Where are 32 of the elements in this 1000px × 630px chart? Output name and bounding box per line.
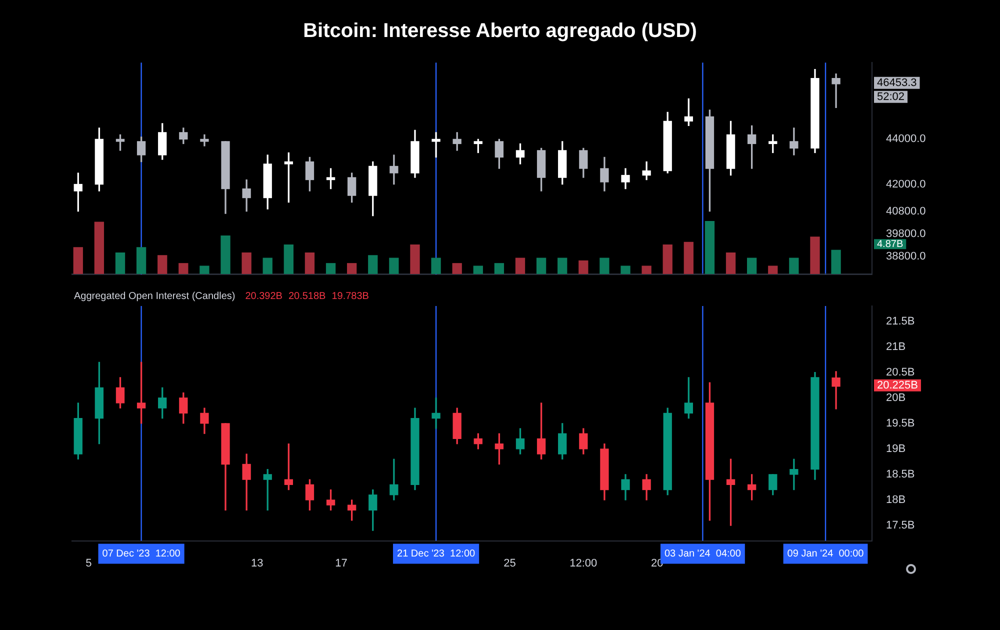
- y-tick-label: 19.5B: [886, 417, 915, 430]
- ref-line-label: 21 Dec '23 12:00: [396, 548, 476, 560]
- y-tick-label: 18.5B: [886, 468, 915, 480]
- y-tick-label: 21.5B: [886, 315, 915, 328]
- y-tick-label: 42000.0: [886, 178, 926, 190]
- y-tick-label: 40800.0: [886, 205, 926, 218]
- y-tick-label: 20B: [886, 392, 906, 404]
- text: 4.87B: [877, 238, 904, 250]
- x-tick-label: 13: [250, 557, 264, 570]
- y-tick-label: 20.5B: [886, 366, 915, 378]
- y-tick-label: 19B: [886, 442, 906, 455]
- x-tick-label: 5: [86, 557, 92, 570]
- y-tick-label: 17.5B: [886, 520, 915, 532]
- text: 20.225B: [877, 379, 918, 392]
- ref-line-label: 09 Jan '24 00:00: [787, 548, 864, 560]
- y-tick-label: 38800.0: [886, 250, 926, 262]
- text: 52:02: [877, 90, 905, 103]
- y-tick-label: 21B: [886, 340, 906, 353]
- y-tick-label: 44000.0: [886, 133, 926, 146]
- chart-subtitle: Aggregated Open Interest (Candles): [74, 290, 236, 302]
- text: 20.392B: [245, 290, 283, 302]
- y-tick-label: 18B: [886, 494, 906, 506]
- y-tick-label: 39800.0: [886, 228, 926, 240]
- text: 20.518B: [288, 290, 326, 302]
- x-tick-label: 12:00: [570, 557, 598, 570]
- chart-title: Bitcoin: Interesse Aberto agregado (USD): [302, 20, 698, 43]
- text: 46453.3: [877, 76, 917, 89]
- text: 19.783B: [332, 290, 370, 302]
- x-tick-label: 17: [335, 557, 348, 570]
- x-tick-label: 25: [504, 557, 516, 570]
- ref-line-label: 07 Dec '23 12:00: [102, 548, 181, 560]
- ref-line-label: 03 Jan '24 04:00: [664, 548, 742, 560]
